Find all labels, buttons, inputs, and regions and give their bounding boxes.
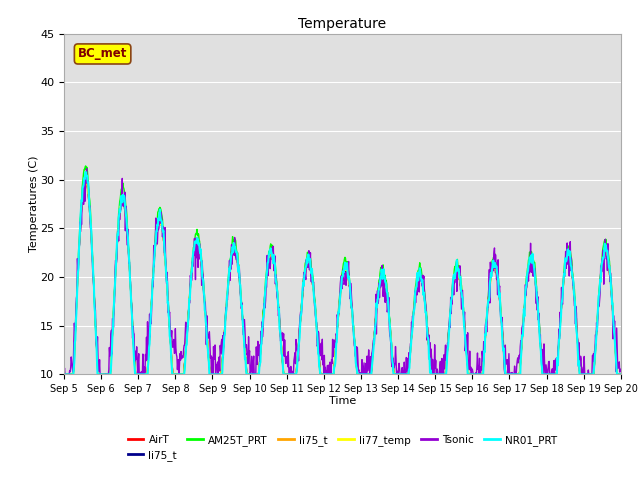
Title: Temperature: Temperature xyxy=(298,17,387,31)
Legend: AirT, li75_t, AM25T_PRT, li75_t, li77_temp, Tsonic, NR01_PRT: AirT, li75_t, AM25T_PRT, li75_t, li77_te… xyxy=(124,431,561,465)
Text: BC_met: BC_met xyxy=(78,48,127,60)
X-axis label: Time: Time xyxy=(329,396,356,406)
Y-axis label: Temperatures (C): Temperatures (C) xyxy=(29,156,39,252)
